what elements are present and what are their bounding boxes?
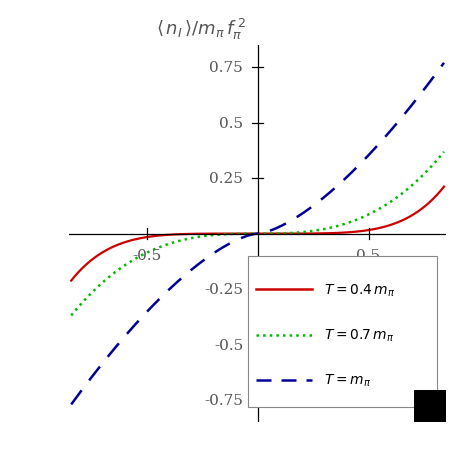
Text: -0.75: -0.75 <box>204 393 243 407</box>
Text: -0.5: -0.5 <box>213 338 243 352</box>
Text: 0.75: 0.75 <box>209 61 243 75</box>
Text: 0.5: 0.5 <box>218 117 243 130</box>
Text: 0.5: 0.5 <box>356 248 380 263</box>
Text: $\langle\,n_I\,\rangle / m_\pi\, f_\pi^{\;2}$: $\langle\,n_I\,\rangle / m_\pi\, f_\pi^{… <box>156 17 246 42</box>
Bar <box>413 390 445 422</box>
Text: $T=0.7\,m_\pi$: $T=0.7\,m_\pi$ <box>323 327 393 343</box>
Text: $T=m_\pi$: $T=m_\pi$ <box>323 372 370 388</box>
Text: -0.25: -0.25 <box>204 282 243 297</box>
Text: -0.5: -0.5 <box>132 248 161 263</box>
Text: 0.25: 0.25 <box>209 172 243 186</box>
Text: $T=0.4\,m_\pi$: $T=0.4\,m_\pi$ <box>323 282 394 298</box>
Bar <box>248 257 436 407</box>
